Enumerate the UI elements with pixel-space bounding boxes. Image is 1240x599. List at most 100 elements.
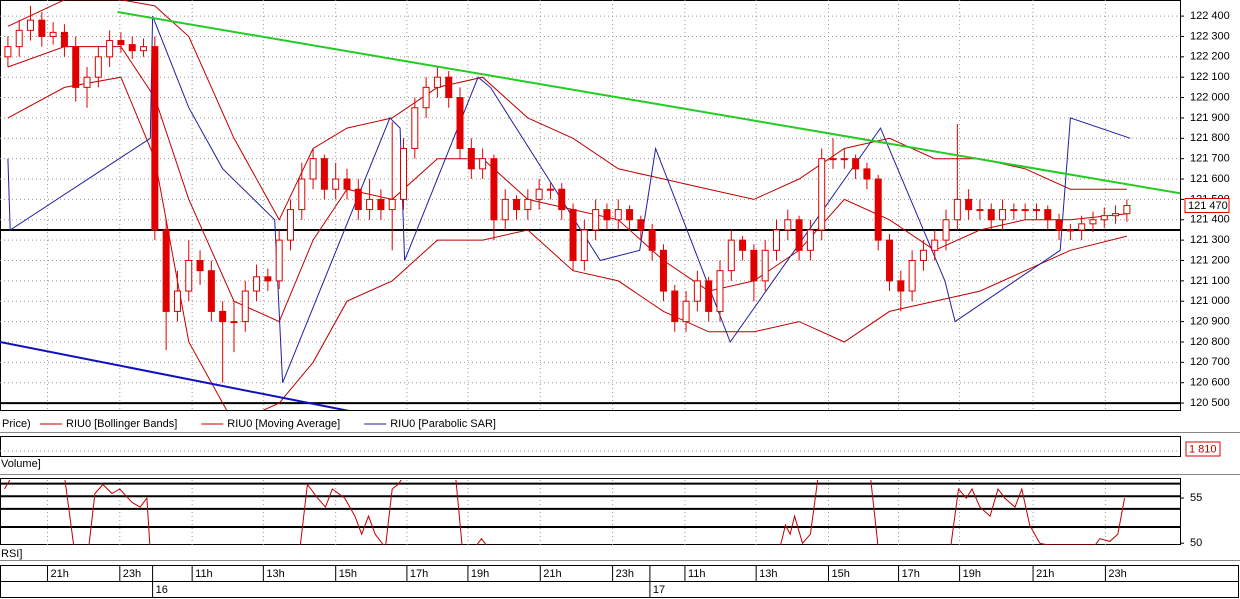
candle-body (953, 198, 961, 221)
candle-body (772, 229, 780, 251)
last-price: 121 470 (1188, 200, 1228, 212)
candle-body (309, 158, 317, 180)
x-tick-label: 21h (1036, 568, 1054, 580)
candle-body (513, 198, 521, 211)
candle-body (1100, 215, 1108, 221)
candle-body (784, 219, 792, 231)
candle-body (72, 46, 80, 88)
legend-label: RIU0 [Moving Average] (227, 418, 340, 430)
y-tick-label: 122 400 (1190, 10, 1230, 22)
candle-body (140, 46, 148, 52)
candle-body (1021, 209, 1029, 212)
x-tick-label: 13h (759, 568, 777, 580)
candle-body (558, 188, 566, 211)
candle-body (535, 188, 543, 200)
y-tick-label: 120 500 (1190, 397, 1230, 409)
candle-body (1078, 223, 1086, 231)
y-tick-label: 120 700 (1190, 356, 1230, 368)
candle-body (15, 29, 23, 48)
x-tick-label: 15h (339, 568, 357, 580)
candle-body (750, 249, 758, 282)
candle-body (908, 260, 916, 292)
candle-body (569, 209, 577, 262)
candle-body (275, 239, 283, 282)
x-tick-label: 23h (1108, 568, 1126, 580)
candle-body (467, 147, 475, 170)
candle-body (614, 209, 622, 221)
price-plot (0, 0, 1180, 410)
candle-body (637, 219, 645, 231)
last-price-box (1184, 198, 1230, 214)
candle-body (501, 198, 509, 221)
candle-body (976, 209, 984, 212)
candle-body (60, 31, 68, 48)
candle-body (445, 76, 453, 99)
candle-body (580, 229, 588, 262)
candle-body (931, 239, 939, 251)
candle-body (27, 19, 35, 31)
day-label: 16 (156, 584, 168, 596)
candle-body (659, 249, 667, 292)
candle-body (919, 249, 927, 262)
candle-body (490, 158, 498, 221)
y-tick-label: 122 200 (1190, 51, 1230, 63)
day-label: 17 (653, 584, 665, 596)
rsi-plot (0, 480, 1180, 545)
y-tick-label: 55 (1190, 492, 1202, 504)
candle-body (693, 280, 701, 302)
candle-body (626, 209, 634, 221)
candle-body (874, 178, 882, 241)
candle-body (411, 107, 419, 149)
candle-body (49, 31, 57, 37)
volume-caption: Volume] (1, 458, 41, 470)
candle-body (1112, 213, 1120, 217)
candle-body (852, 158, 860, 170)
candle-body (546, 188, 554, 191)
candle-body (354, 188, 362, 211)
y-tick-label: 122 300 (1190, 30, 1230, 42)
x-tick-label: 21h (50, 568, 68, 580)
indicator-line (7, 15, 1131, 383)
x-tick-label: 19h (471, 568, 489, 580)
candle-body (332, 178, 340, 190)
candle-body (286, 209, 294, 241)
rsi-caption: RSI] (1, 548, 22, 560)
candle-body (207, 270, 215, 312)
candle-body (298, 178, 306, 211)
legend-label: RIU0 [Parabolic SAR] (390, 418, 496, 430)
candle-body (818, 158, 826, 231)
x-tick-label: 23h (123, 568, 141, 580)
candle-body (886, 239, 894, 282)
indicator-line (7, 0, 1127, 221)
candle-body (806, 229, 814, 251)
candle-body (1066, 229, 1074, 232)
y-tick-label: 121 400 (1190, 214, 1230, 226)
candle-body (264, 276, 272, 282)
y-tick-label: 120 800 (1190, 336, 1230, 348)
rsi-panel (0, 478, 1181, 545)
candle-body (117, 40, 125, 46)
candle-body (648, 229, 656, 251)
y-tick-label: 121 000 (1190, 295, 1230, 307)
candle-body (592, 209, 600, 231)
candle-body (83, 76, 91, 88)
candle-body (1055, 219, 1063, 231)
candle-body (739, 239, 747, 251)
candle-body (343, 178, 351, 190)
candle-body (433, 76, 441, 88)
candle-body (38, 19, 46, 37)
candle-body (241, 290, 249, 323)
candle-body (230, 321, 238, 324)
x-tick-label: 11h (688, 568, 706, 580)
candle-body (456, 97, 464, 149)
candle-body (705, 280, 713, 312)
candle-body (863, 168, 871, 180)
x-tick-label: 15h (831, 568, 849, 580)
candle-body (4, 46, 12, 58)
candle-body (524, 198, 532, 211)
candle-body (366, 198, 374, 211)
trend-line (0, 341, 350, 410)
candle-body (196, 260, 204, 272)
x-tick-label: 17h (902, 568, 920, 580)
